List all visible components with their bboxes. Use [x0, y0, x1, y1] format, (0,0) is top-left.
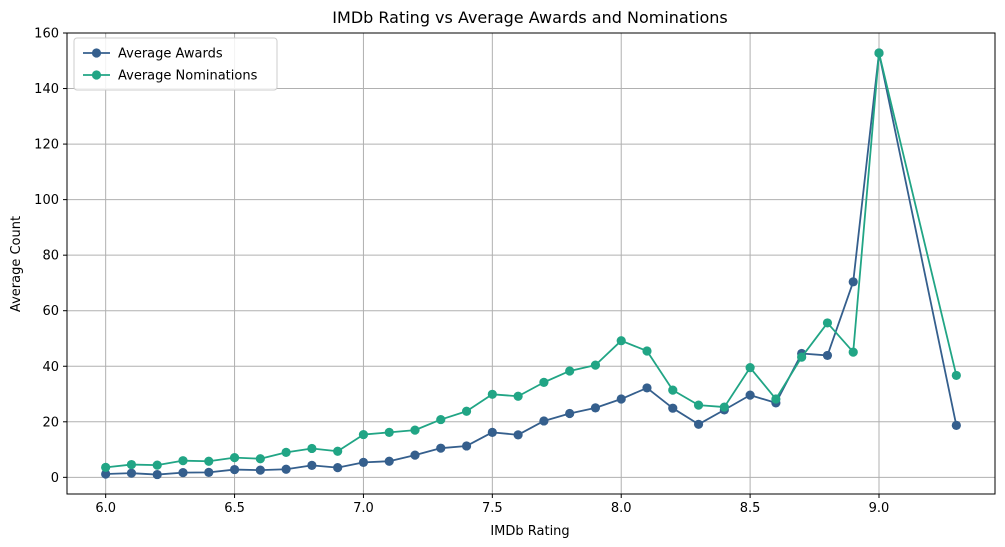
data-point-average-nominations: [797, 352, 807, 362]
data-point-average-awards: [204, 467, 214, 477]
y-tick-label: 100: [34, 193, 59, 208]
y-tick-label: 40: [42, 360, 59, 375]
data-point-average-nominations: [693, 400, 704, 410]
data-point-average-nominations: [410, 425, 420, 435]
data-point-average-awards: [333, 463, 343, 473]
data-point-average-awards: [590, 403, 601, 413]
data-point-average-nominations: [461, 406, 472, 416]
data-point-average-nominations: [513, 391, 523, 401]
data-point-average-nominations: [848, 347, 858, 357]
y-tick-label: 20: [42, 415, 59, 430]
x-axis-label: IMDb Rating: [490, 524, 569, 539]
data-point-average-nominations: [822, 318, 833, 328]
x-tick-label: 8.5: [740, 501, 761, 516]
data-point-average-nominations: [436, 414, 446, 425]
y-tick-label: 80: [42, 249, 59, 264]
data-point-average-awards: [539, 416, 549, 426]
data-point-average-awards: [126, 468, 137, 478]
y-tick-label: 60: [42, 304, 59, 319]
data-point-average-awards: [668, 403, 678, 413]
data-point-average-awards: [848, 277, 858, 287]
data-point-average-nominations: [358, 429, 369, 440]
data-point-average-awards: [745, 390, 755, 400]
data-point-average-awards: [358, 457, 369, 467]
data-point-average-awards: [307, 460, 317, 470]
data-point-average-nominations: [255, 454, 265, 464]
x-tick-label: 7.5: [482, 501, 503, 516]
x-tick-label: 6.5: [224, 501, 245, 516]
data-point-average-awards: [951, 420, 961, 431]
data-point-average-awards: [565, 408, 575, 419]
chart-title: IMDb Rating vs Average Awards and Nomina…: [332, 8, 727, 27]
data-point-average-awards: [281, 464, 291, 474]
y-axis-label: Average Count: [9, 216, 24, 312]
y-tick-label: 160: [34, 27, 59, 42]
data-point-average-nominations: [951, 370, 961, 381]
data-point-average-nominations: [281, 447, 291, 457]
legend-label-average-nominations: Average Nominations: [118, 69, 258, 84]
data-point-average-awards: [513, 430, 523, 440]
x-tick-label: 6.0: [95, 501, 116, 516]
data-point-average-awards: [642, 383, 652, 393]
data-point-average-awards: [487, 427, 497, 437]
data-point-average-awards: [229, 464, 240, 475]
data-point-average-nominations: [719, 402, 729, 412]
data-point-average-awards: [822, 350, 833, 361]
data-point-average-nominations: [126, 459, 137, 470]
data-point-average-awards: [152, 469, 162, 480]
data-point-average-awards: [693, 419, 704, 429]
axes: 6.0 6.5 7.0 7.5 8.0 8.5 9.0 0 20 40 60 80 100 120 140 1…: [34, 27, 889, 517]
data-point-average-nominations: [745, 363, 755, 373]
data-point-average-nominations: [565, 366, 575, 376]
data-point-average-nominations: [487, 389, 497, 399]
x-tick-label: 7.0: [353, 501, 374, 516]
y-tick-label: 120: [34, 138, 59, 153]
legend: Average Awards Average Nominations: [73, 37, 278, 91]
data-point-average-nominations: [539, 377, 549, 387]
data-point-average-nominations: [204, 456, 214, 466]
data-point-average-nominations: [178, 456, 188, 466]
data-point-average-nominations: [668, 385, 678, 395]
data-point-average-nominations: [642, 346, 652, 356]
y-tick-label: 0: [51, 471, 59, 486]
data-point-average-nominations: [152, 460, 162, 470]
data-point-average-awards: [255, 465, 265, 475]
legend-marker-average-awards: [91, 48, 102, 58]
data-point-average-nominations: [874, 48, 884, 58]
data-point-average-awards: [384, 456, 394, 466]
x-tick-label: 9.0: [869, 501, 890, 516]
legend-box: [73, 37, 278, 91]
legend-marker-average-nominations: [91, 70, 102, 80]
data-point-average-awards: [178, 468, 188, 478]
data-point-average-nominations: [333, 446, 343, 456]
data-point-average-awards: [436, 443, 446, 453]
data-point-average-nominations: [101, 462, 111, 472]
grid: [67, 32, 995, 494]
plot-frame: [66, 32, 996, 495]
data-point-average-awards: [101, 469, 111, 479]
data-point-average-nominations: [616, 336, 626, 346]
series-layer: [101, 48, 961, 480]
legend-label-average-awards: Average Awards: [118, 47, 223, 62]
data-point-average-nominations: [590, 360, 601, 370]
x-tick-label: 8.0: [611, 501, 632, 516]
data-point-average-awards: [461, 441, 472, 451]
data-point-average-nominations: [229, 453, 240, 463]
data-point-average-nominations: [384, 427, 394, 437]
data-point-average-nominations: [307, 443, 317, 454]
data-point-average-nominations: [771, 394, 781, 404]
data-point-average-awards: [616, 394, 626, 404]
y-tick-label: 140: [34, 82, 59, 97]
data-point-average-awards: [410, 450, 420, 460]
